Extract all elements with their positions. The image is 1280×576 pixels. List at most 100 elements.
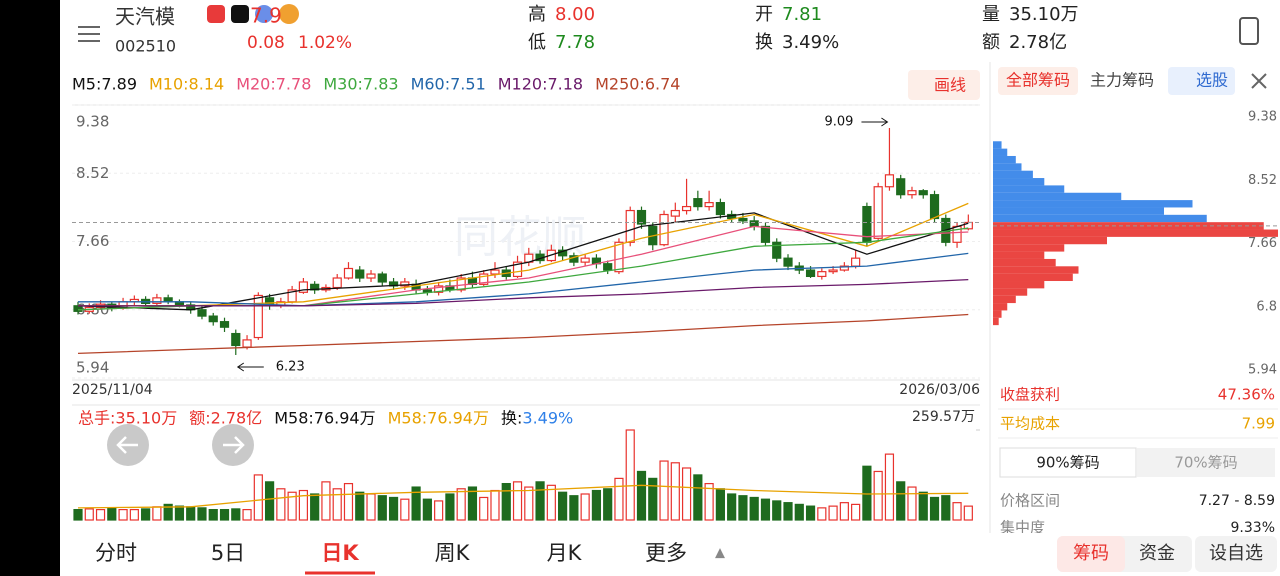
y-tick-label: 8.52 bbox=[76, 164, 109, 182]
candle-body bbox=[738, 217, 748, 222]
volume-bar bbox=[828, 505, 838, 521]
volume-bar bbox=[805, 505, 816, 521]
menu-icon[interactable] bbox=[78, 26, 100, 42]
volume-bar bbox=[366, 493, 376, 521]
volume-bar bbox=[467, 486, 478, 521]
action-active bbox=[1057, 536, 1125, 572]
volume-bar bbox=[772, 500, 782, 521]
volume-bar bbox=[332, 488, 342, 521]
stat-value: 3.49% bbox=[782, 32, 839, 53]
volume-bar bbox=[422, 498, 432, 521]
volume-bar bbox=[558, 491, 568, 521]
candle-body bbox=[614, 241, 624, 273]
ma-line bbox=[78, 252, 969, 307]
volume-bar bbox=[174, 505, 185, 521]
volume-bar bbox=[794, 503, 804, 521]
volume-bar bbox=[400, 498, 410, 521]
volume-bar bbox=[310, 493, 320, 521]
candle-body bbox=[805, 269, 816, 278]
nav-tab[interactable]: 5日 bbox=[211, 541, 245, 565]
volume-bar bbox=[343, 482, 354, 521]
chip-bar bbox=[993, 148, 1008, 156]
chip-stat-label: 收盘获利 bbox=[1000, 386, 1060, 404]
volume-bar bbox=[490, 489, 500, 521]
nav-tab[interactable]: 日K bbox=[321, 541, 359, 565]
candle-body bbox=[400, 281, 410, 287]
volume-bar bbox=[862, 465, 872, 521]
stat-value: 2.78亿 bbox=[1009, 32, 1067, 53]
volume-bar bbox=[929, 496, 940, 521]
annotation: 6.23 bbox=[276, 359, 305, 374]
close-icon[interactable] bbox=[1251, 73, 1267, 89]
nav-action[interactable]: 筹码 bbox=[1073, 543, 1109, 564]
volume-header: M58:76.94万 bbox=[274, 409, 375, 428]
volume-bar bbox=[851, 503, 861, 521]
stat-label: 高 bbox=[528, 4, 546, 25]
y-tick-label: 9.38 bbox=[76, 113, 109, 131]
volume-bar bbox=[783, 502, 793, 521]
volume-bar bbox=[941, 495, 951, 521]
nav-action[interactable]: 设自选 bbox=[1209, 543, 1263, 564]
chip-detail-label: 集中度 bbox=[1000, 519, 1045, 537]
volume-bar bbox=[648, 477, 658, 521]
stat-label: 开 bbox=[755, 4, 773, 25]
volume-bar bbox=[681, 467, 692, 521]
draw-button[interactable] bbox=[908, 70, 980, 100]
stat-label: 换 bbox=[755, 32, 773, 53]
stat-value: 8.00 bbox=[555, 4, 595, 25]
candle-body bbox=[580, 257, 590, 263]
chip-tab: 全部筹码 bbox=[1006, 71, 1070, 90]
chip-stat-value: 47.36% bbox=[1218, 386, 1275, 404]
nav-arrows[interactable] bbox=[107, 424, 254, 466]
volume-bar bbox=[95, 508, 106, 521]
volume-bar bbox=[839, 502, 849, 521]
volume-bar bbox=[580, 493, 590, 521]
volume-bar bbox=[287, 491, 297, 521]
stat-value: 7.78 bbox=[555, 32, 595, 53]
volume-bar bbox=[817, 507, 827, 521]
volume-bar bbox=[163, 503, 173, 521]
nav-tab[interactable]: 月K bbox=[547, 541, 583, 565]
nav-tab[interactable]: 周K bbox=[435, 541, 471, 565]
range-tab-text: 70%筹码 bbox=[1174, 454, 1237, 472]
nav-action[interactable]: 资金 bbox=[1139, 543, 1175, 564]
volume-bar bbox=[569, 495, 579, 521]
volume-bar bbox=[253, 474, 263, 521]
volume-bar bbox=[276, 488, 286, 521]
volume-bar bbox=[884, 453, 895, 521]
chip-y-label: 6.8 bbox=[1256, 299, 1277, 314]
volume-header: M58:76.94万 bbox=[388, 409, 489, 428]
chip-bar bbox=[993, 207, 1164, 215]
candle-body bbox=[884, 174, 895, 188]
x-date: 2025/11/04 bbox=[72, 382, 153, 398]
volume-bar bbox=[411, 486, 421, 521]
candle-body bbox=[625, 209, 635, 243]
volume-bar bbox=[208, 508, 218, 521]
candle-body bbox=[242, 339, 252, 348]
volume-bar bbox=[873, 470, 883, 521]
nav-tab[interactable]: 更多 bbox=[645, 541, 687, 565]
chip-y-label: 8.52 bbox=[1248, 173, 1277, 188]
draw-button-text[interactable]: 画线 bbox=[934, 76, 966, 95]
annotation-arrow bbox=[236, 362, 264, 372]
volume-bar bbox=[670, 462, 680, 521]
stock-code: 002510 bbox=[115, 37, 176, 56]
action-bg bbox=[1195, 536, 1277, 572]
phone-icon[interactable] bbox=[1239, 17, 1259, 45]
candle-body bbox=[681, 205, 692, 212]
nav-tab[interactable]: 分时 bbox=[95, 541, 137, 565]
volume-bar bbox=[434, 500, 444, 521]
last-price: 7.9 bbox=[250, 4, 282, 28]
tab-active-bg bbox=[998, 67, 1078, 95]
chip-tab: 选股 bbox=[1196, 71, 1228, 90]
chip-bar bbox=[993, 170, 1033, 179]
stat-value: 35.10万 bbox=[1009, 4, 1079, 25]
chip-bar bbox=[993, 295, 1016, 304]
more-arrow[interactable]: ▲ bbox=[715, 546, 725, 561]
candle-body bbox=[873, 186, 883, 239]
chip-bar bbox=[993, 229, 1278, 237]
chip-y-label: 5.94 bbox=[1248, 363, 1277, 378]
volume-bar bbox=[546, 484, 556, 521]
volume-bar bbox=[219, 508, 230, 521]
volume-bar bbox=[636, 470, 647, 521]
